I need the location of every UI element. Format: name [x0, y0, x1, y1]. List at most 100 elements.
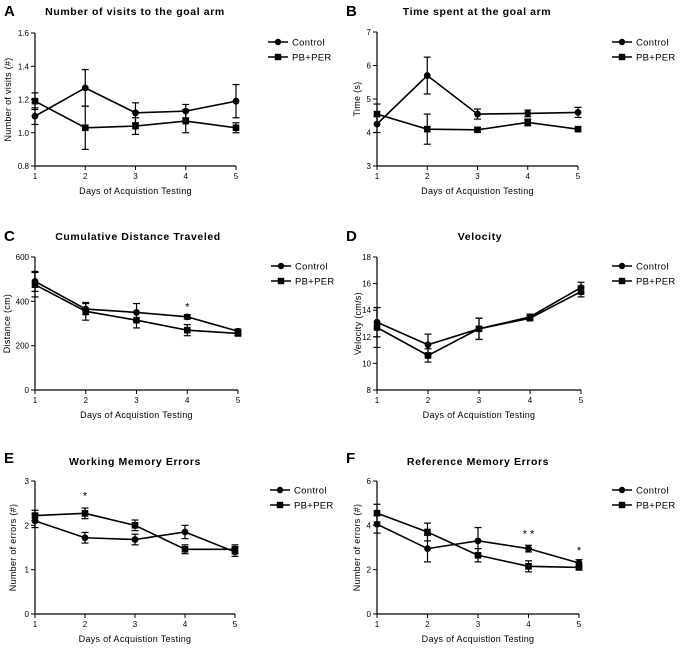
x-axis-label: Days of Acquistion Testing: [79, 186, 192, 196]
series-pb-per: [373, 103, 582, 145]
panel-letter: B: [346, 3, 357, 20]
y-tick-label: 1.4: [18, 62, 30, 71]
data-point: [577, 288, 585, 295]
x-tick-label: 5: [236, 396, 241, 405]
x-tick-label: 4: [526, 172, 531, 181]
x-tick-label: 3: [475, 172, 480, 181]
x-tick-label: 3: [477, 396, 482, 405]
y-tick-label: 1.6: [18, 29, 30, 38]
x-tick-label: 2: [83, 172, 88, 181]
x-tick-label: 3: [134, 396, 139, 405]
legend-label: Control: [292, 38, 325, 49]
y-tick-label: 200: [16, 342, 30, 351]
legend-marker: [276, 486, 284, 494]
legend-label: PB+PER: [636, 501, 676, 512]
x-tick-label: 5: [233, 620, 238, 629]
legend-marker: [277, 262, 285, 270]
y-tick-label: 3: [367, 162, 372, 171]
chart-title: Time spent at the goal arm: [403, 6, 551, 18]
y-tick-label: 0.8: [18, 162, 30, 171]
data-point: [81, 124, 89, 132]
x-tick-label: 4: [183, 620, 188, 629]
x-axis-label: Days of Acquistion Testing: [421, 186, 534, 196]
data-point: [373, 324, 381, 331]
x-tick-label: 5: [576, 172, 581, 181]
significance-star: *: [185, 302, 190, 314]
panel-a: A Number of visits to the goal arm 0.8 1.0 1…: [3, 3, 332, 196]
data-point: [81, 510, 89, 517]
legend-label: PB+PER: [636, 53, 676, 64]
x-axis-label: Days of Acquistion Testing: [80, 410, 193, 420]
y-tick-label: 1.0: [18, 129, 30, 138]
panel-c: C Cumulative Distance Traveled 0 200 400 600 1…: [2, 228, 334, 420]
data-point: [81, 84, 89, 92]
legend-label: Control: [636, 38, 669, 49]
series-pb-per: [373, 285, 585, 363]
data-point: [182, 117, 190, 125]
series-pb-per: [31, 271, 242, 337]
x-axis-label: Days of Acquistion Testing: [422, 634, 535, 644]
data-point: [132, 109, 139, 117]
significance-star: *: [577, 545, 582, 557]
chart-title: Cumulative Distance Traveled: [55, 231, 221, 243]
data-point: [424, 545, 431, 553]
x-tick-label: 4: [184, 172, 189, 181]
legend-marker: [274, 53, 282, 61]
x-tick-label: 2: [83, 620, 88, 629]
legend-marker: [618, 262, 626, 270]
y-tick-label: 7: [367, 28, 372, 37]
legend-label: PB+PER: [292, 53, 332, 64]
y-tick-label: 12: [362, 333, 371, 342]
panel-letter: F: [346, 450, 355, 467]
data-point: [31, 112, 39, 120]
y-tick-label: 3: [25, 477, 30, 486]
legend-marker: [276, 501, 284, 509]
data-point: [423, 72, 431, 79]
y-axis-label: Time (s): [352, 81, 362, 116]
data-point: [574, 125, 582, 133]
y-tick-label: 0: [367, 610, 372, 619]
legend-label: PB+PER: [636, 277, 676, 288]
data-point: [232, 124, 240, 132]
data-point: [31, 281, 39, 289]
y-tick-label: 14: [362, 306, 371, 315]
data-point: [183, 326, 191, 334]
x-tick-label: 5: [234, 172, 239, 181]
data-point: [31, 97, 39, 105]
data-point: [31, 512, 39, 519]
data-point: [524, 119, 532, 126]
y-axis-label: Number of errors (#): [352, 504, 362, 592]
chart-title: Reference Memory Errors: [407, 456, 549, 468]
y-tick-label: 600: [16, 253, 30, 262]
data-point: [232, 97, 240, 105]
legend-marker: [274, 38, 282, 46]
y-tick-label: 1: [25, 566, 30, 575]
data-point: [525, 563, 532, 570]
data-point: [424, 352, 432, 359]
legend-marker: [618, 486, 626, 494]
y-tick-label: 4: [367, 521, 372, 530]
data-point: [423, 125, 431, 133]
significance-star: * *: [523, 529, 535, 541]
x-tick-label: 2: [426, 396, 431, 405]
data-point: [373, 110, 381, 118]
data-point: [424, 528, 431, 536]
panel-f: F Reference Memory Errors 0 2 4 6 1 2 3 4 5 Days of…: [346, 450, 676, 644]
series-pb-per: [31, 507, 239, 555]
x-axis-label: Days of Acquistion Testing: [79, 634, 192, 644]
y-axis-label: Velocity (cm/s): [353, 292, 363, 355]
x-tick-label: 1: [375, 396, 380, 405]
series-control: [373, 56, 582, 134]
significance-star: *: [83, 491, 88, 503]
data-point: [82, 308, 90, 315]
data-point: [574, 109, 582, 116]
y-tick-label: 8: [367, 386, 372, 395]
data-point: [131, 536, 139, 543]
legend-marker: [618, 38, 626, 46]
x-tick-label: 3: [133, 172, 138, 181]
y-tick-label: 6: [367, 62, 372, 71]
data-point: [474, 110, 481, 118]
y-tick-label: 0: [25, 610, 30, 619]
data-point: [475, 325, 483, 333]
y-axis-label: Number of visits (#): [3, 57, 13, 141]
